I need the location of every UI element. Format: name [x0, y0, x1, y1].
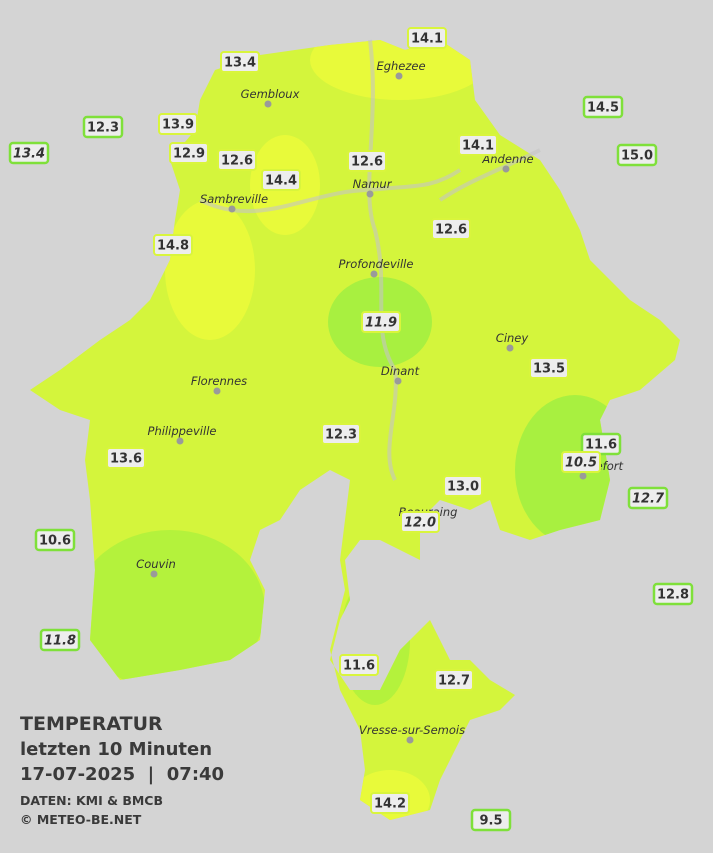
town-dot: [176, 437, 184, 445]
warm-zone: [310, 40, 490, 100]
station-box: [434, 669, 474, 691]
town-dot: [406, 736, 414, 744]
station-value: 9.5: [479, 814, 502, 829]
station-value: 13.5: [533, 362, 565, 377]
station-value: 12.6: [351, 155, 383, 170]
station-value: 11.6: [343, 659, 375, 674]
station-value: 11.9: [365, 316, 397, 331]
town-label: Dinant: [381, 364, 420, 378]
station-box: [8, 141, 50, 165]
station-box: [431, 218, 471, 240]
station-value: 13.4: [13, 147, 45, 162]
station-value: 13.4: [224, 56, 256, 71]
station-box: [220, 51, 260, 73]
station-value: 10.6: [39, 534, 71, 549]
station-box: [39, 628, 81, 652]
town-label: Eghezee: [376, 59, 425, 73]
station-value: 12.8: [657, 588, 689, 603]
town-dot: [366, 190, 374, 198]
legend-timestamp: 17-07-2025 | 07:40: [20, 764, 224, 785]
town-label: Philippeville: [148, 424, 217, 438]
station-value: 12.3: [325, 428, 357, 443]
station-box: [582, 95, 624, 119]
station-value: 12.0: [404, 516, 436, 531]
legend-source: DATEN: KMI & BMCB: [20, 793, 163, 808]
river: [199, 39, 541, 481]
town-dot: [150, 570, 158, 578]
town-label: Sambreville: [200, 192, 268, 206]
station-box: [321, 423, 361, 445]
station-value: 12.7: [438, 674, 470, 689]
station-value: 11.6: [585, 438, 617, 453]
station-box: [458, 134, 498, 156]
station-box: [153, 234, 193, 256]
station-value: 12.7: [632, 492, 665, 507]
town-dot: [394, 377, 402, 385]
station-value: 12.6: [435, 223, 467, 238]
station-value: 14.2: [374, 797, 406, 812]
town-dot: [228, 205, 236, 213]
town-dot: [395, 72, 403, 80]
station-value: 15.0: [621, 149, 653, 164]
town-dot: [264, 100, 272, 108]
town-dot: [213, 387, 221, 395]
station-box: [217, 149, 257, 171]
legend-subtitle: letzten 10 Minuten: [20, 739, 212, 760]
station-value: 12.3: [87, 121, 119, 136]
station-box: [400, 511, 440, 533]
station-box: [561, 451, 601, 473]
town-label: Profondeville: [339, 257, 414, 271]
station-box: [370, 792, 410, 814]
town-dot: [370, 270, 378, 278]
station-box: [169, 142, 209, 164]
station-box: [34, 528, 76, 552]
town-label: Vresse-sur-Semois: [359, 723, 465, 737]
town-label: Florennes: [191, 374, 247, 388]
station-box: [407, 27, 447, 49]
station-value: 14.1: [462, 139, 494, 154]
station-box: [261, 169, 301, 191]
cool-zone: [340, 575, 410, 705]
legend-title: TEMPERATUR: [20, 713, 163, 735]
station-value: 11.8: [44, 634, 76, 649]
station-box: [627, 486, 669, 510]
town-dot: [579, 472, 587, 480]
station-value: 13.9: [162, 118, 194, 133]
station-box: [361, 311, 401, 333]
town-label: Ciney: [496, 331, 529, 345]
station-box: [529, 357, 569, 379]
town-label: Namur: [353, 177, 393, 191]
station-value: 12.6: [221, 154, 253, 169]
warm-zone: [165, 200, 255, 340]
stations: 14.1 13.4 12.3 13.9 13.4 12.9 12.6 14.4 12.6 14.1…: [8, 27, 694, 832]
town-label: Gembloux: [241, 87, 300, 101]
station-value: 14.5: [587, 101, 619, 116]
station-value: 14.4: [265, 174, 297, 189]
towns: EghezeeGemblouxAndenneNamurSambrevillePr…: [136, 59, 624, 744]
station-value: 14.1: [411, 32, 443, 47]
station-box: [82, 115, 124, 139]
station-value: 13.6: [110, 452, 142, 467]
cool-zone: [75, 530, 265, 690]
station-box: [347, 150, 387, 172]
station-box: [470, 808, 512, 832]
station-box: [652, 582, 694, 606]
town-dot: [506, 344, 514, 352]
station-box: [106, 447, 146, 469]
town-dot: [502, 165, 510, 173]
station-value: 14.8: [157, 239, 189, 254]
station-value: 12.9: [173, 147, 205, 162]
station-box: [580, 432, 622, 456]
station-value: 13.0: [447, 480, 479, 495]
station-value: 10.5: [565, 456, 597, 471]
station-box: [616, 143, 658, 167]
town-label: Couvin: [136, 557, 176, 571]
station-box: [158, 113, 198, 135]
legend-credit: © METEO-BE.NET: [20, 812, 142, 827]
station-box: [443, 475, 483, 497]
station-box: [339, 654, 379, 676]
